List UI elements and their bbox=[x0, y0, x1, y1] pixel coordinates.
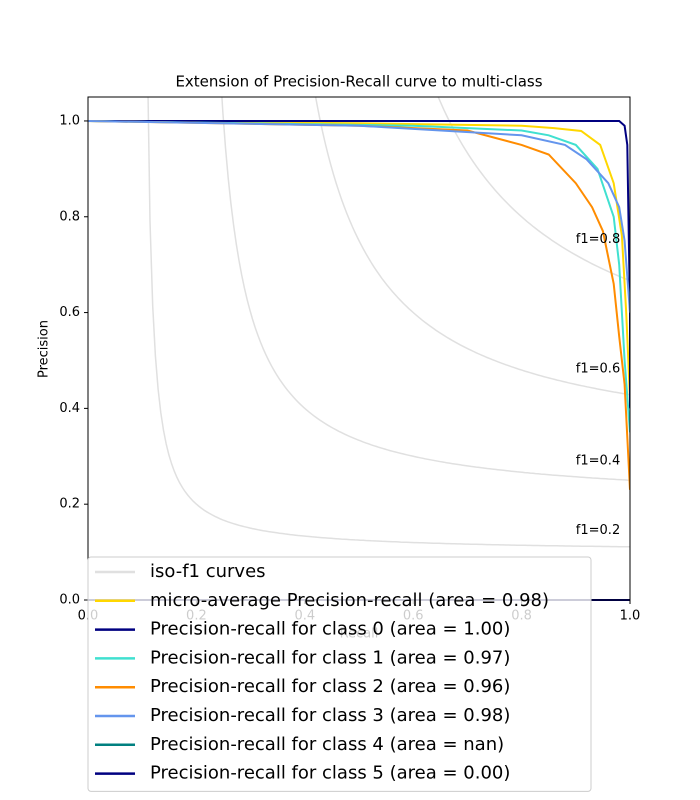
y-tick-label: 0.8 bbox=[59, 209, 80, 224]
legend-label: Precision-recall for class 3 (area = 0.9… bbox=[150, 705, 510, 726]
iso-f1-label: f1=0.2 bbox=[576, 523, 620, 538]
iso-f1-label: f1=0.6 bbox=[576, 361, 620, 376]
legend-label: micro-average Precision-recall (area = 0… bbox=[150, 590, 549, 611]
legend: iso-f1 curves micro-average Precision-rec… bbox=[87, 556, 592, 792]
iso-f1-curve bbox=[437, 97, 630, 282]
legend-label: Precision-recall for class 5 (area = 0.0… bbox=[150, 763, 510, 784]
iso-f1-curve bbox=[147, 97, 630, 548]
legend-label: Precision-recall for class 0 (area = 1.0… bbox=[150, 619, 510, 640]
legend-label: iso-f1 curves bbox=[150, 561, 266, 582]
iso-f1-curve bbox=[221, 97, 630, 481]
iso-f1-label: f1=0.8 bbox=[576, 232, 620, 247]
iso-f1-label: f1=0.4 bbox=[576, 454, 620, 469]
chart-title: Extension of Precision-Recall curve to m… bbox=[175, 73, 542, 91]
legend-label: Precision-recall for class 4 (area = nan… bbox=[150, 734, 504, 755]
iso-f1-curve bbox=[314, 97, 630, 396]
legend-box bbox=[87, 556, 592, 792]
pr-curve bbox=[88, 120, 630, 433]
y-tick-label: 0.4 bbox=[59, 401, 80, 416]
y-tick-label: 0.6 bbox=[59, 305, 80, 320]
y-tick-label: 1.0 bbox=[59, 113, 80, 128]
y-tick-label: 0.2 bbox=[59, 497, 80, 512]
pr-curve bbox=[88, 120, 630, 490]
legend-label: Precision-recall for class 1 (area = 0.9… bbox=[150, 647, 510, 668]
pr-curve bbox=[88, 120, 630, 409]
legend-label: Precision-recall for class 2 (area = 0.9… bbox=[150, 676, 510, 697]
pr-curve bbox=[88, 120, 630, 313]
y-axis-label: Precision bbox=[37, 320, 52, 378]
x-tick-label: 1.0 bbox=[620, 609, 641, 624]
y-tick-label: 0.0 bbox=[59, 593, 80, 608]
pr-curve bbox=[88, 120, 630, 399]
